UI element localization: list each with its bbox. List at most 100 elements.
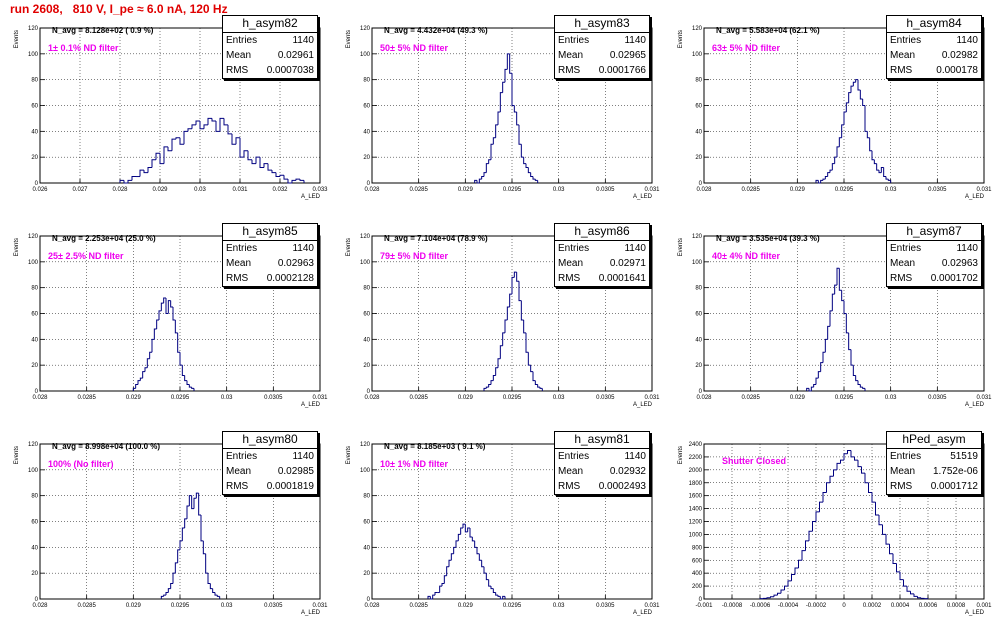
histogram-bin [196,121,200,125]
x-tick-label: 0.031 [644,603,660,609]
histogram-bin [208,118,212,124]
histogram-bin [491,381,493,385]
histogram-bin [268,164,272,170]
x-tick-label: 0.0305 [928,187,947,193]
stats-value-rms: 0.0001702 [931,271,978,286]
histogram-bin [199,493,201,515]
histogram-bin [140,378,142,381]
x-tick-label: 0.0305 [928,395,947,401]
x-tick-label: 0.028 [696,187,712,193]
x-tick-label: 0.028 [364,187,380,193]
histogram-bin [535,179,537,180]
x-axis-label: A_LED [633,610,653,616]
histogram-bin [451,554,453,560]
histogram-bin [839,268,841,290]
x-tick-label: 0.0305 [596,603,615,609]
histogram-bin [832,164,834,170]
x-tick-label: 0.0305 [596,395,615,401]
histogram-bin [187,381,189,385]
x-tick-label: 0.0295 [503,187,522,193]
histogram-bin [168,589,170,593]
x-tick-label: 0.03 [553,603,565,609]
histogram-bin [849,93,851,103]
histogram-bin [215,593,217,596]
stats-value-entries: 1140 [292,241,314,256]
histogram-bin [256,157,260,163]
x-tick-label: 0.0008 [947,603,966,609]
x-tick-label: 0.029 [126,395,142,401]
stats-label: Mean [890,256,915,271]
x-tick-label: 0.0305 [596,187,615,193]
histogram-bin [160,153,164,163]
histogram-bin [180,352,182,365]
y-tick-label: 20 [31,155,38,161]
histogram-bin [778,593,782,595]
histogram-bin [280,175,284,176]
histogram-bin [496,125,498,138]
histogram-bin [152,339,154,352]
y-tick-label: 60 [363,312,370,318]
histogram-bin [472,537,474,541]
stats-label: RMS [558,63,580,78]
histogram-bin [470,528,472,537]
stats-value-rms: 0.0001641 [599,271,646,286]
histogram-bin [200,121,204,129]
x-tick-label: 0.03 [885,187,897,193]
filter-label: Shutter Closed [722,456,786,466]
histogram-name: h_asym82 [223,16,317,33]
stats-value-mean: 0.02965 [610,48,646,63]
n-avg-label: N_avg = 3.535e+04 (39.3 %) [716,234,820,243]
y-tick-label: 120 [692,26,703,32]
x-tick-label: 0.0006 [919,603,938,609]
stats-label: RMS [226,479,248,494]
y-tick-label: 40 [31,129,38,135]
y-tick-label: 120 [360,234,371,240]
histogram-bin [187,506,189,519]
stats-value-rms: 0.0007038 [267,63,314,78]
histogram-bin [188,129,192,132]
x-tick-label: 0.001 [976,603,992,609]
x-tick-label: -0.001 [695,603,713,609]
histogram-bin [512,277,514,294]
histogram-bin [825,339,827,352]
histogram-bin [232,134,236,144]
n-avg-label: N_avg = 8.185e+03 ( 9.1 %) [384,442,485,451]
histogram-bin [201,515,203,541]
histogram-series [428,524,505,599]
histogram-bin [517,112,519,125]
stats-value-entries: 1140 [624,449,646,464]
x-tick-label: 0.029 [790,395,806,401]
stats-value-entries: 1140 [956,33,978,48]
y-tick-label: 40 [363,337,370,343]
histogram-bin [489,580,491,586]
histogram-bin [879,515,883,525]
histogram-bin [276,173,280,177]
stats-value-mean: 0.02985 [278,464,314,479]
y-tick-label: 80 [363,286,370,292]
x-tick-label: 0.028 [364,395,380,401]
histogram-bin [823,352,825,362]
histogram-bin [521,144,523,157]
y-tick-label: 100 [692,52,703,58]
x-tick-label: 0.0285 [409,603,428,609]
stats-label: RMS [890,63,912,78]
histogram-bin [144,170,148,173]
histogram-bin [176,138,180,139]
histogram-bin [535,381,537,385]
y-tick-label: 100 [360,260,371,266]
histogram-bin [148,168,152,173]
y-tick-label: 20 [31,363,38,369]
x-tick-label: 0.0004 [891,603,910,609]
